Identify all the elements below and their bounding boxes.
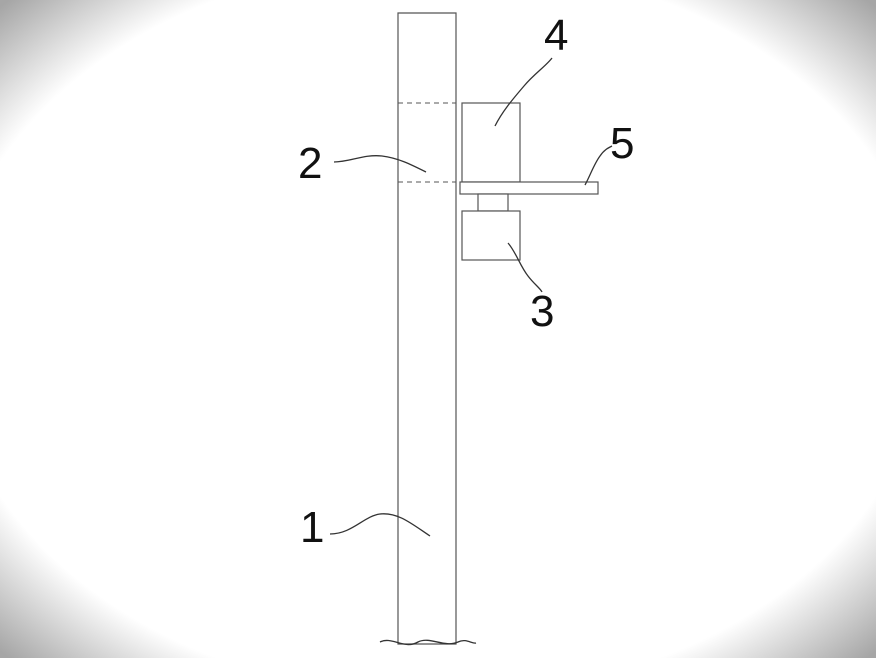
drawing-canvas: 1 2 3 4 5 bbox=[0, 0, 876, 658]
patent-drawing: 1 2 3 4 5 bbox=[0, 0, 876, 658]
scan-vignette bbox=[0, 0, 876, 658]
